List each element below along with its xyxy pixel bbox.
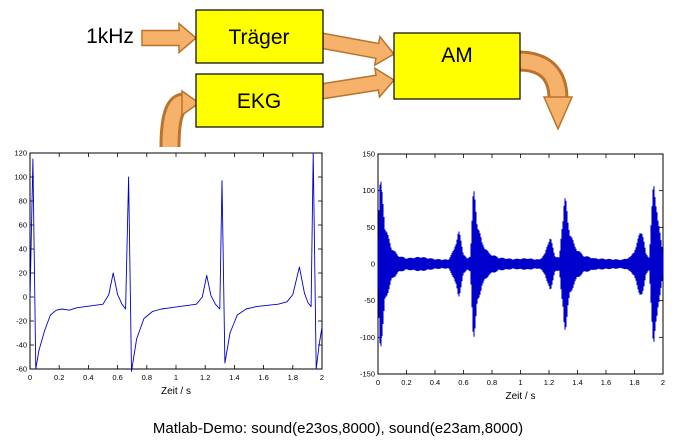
ekg-chart: 0 0.2 0.4 0.6 0.8 1 1.2 1.4 1.6 1.8 2 -60 -40 -20 0 20 4… bbox=[14, 149, 324, 398]
plot-area bbox=[29, 152, 323, 370]
x-tick-label: 1 bbox=[174, 373, 178, 382]
x-tick-label: 0 bbox=[376, 378, 380, 387]
input-frequency-label: 1kHz bbox=[86, 25, 134, 48]
x-tick-label: 0.8 bbox=[142, 373, 152, 382]
x-tick-label: 1.8 bbox=[288, 373, 298, 382]
block-ekg bbox=[195, 73, 324, 128]
block-ekg-label: EKG bbox=[237, 90, 281, 113]
y-tick-label: -150 bbox=[360, 370, 375, 379]
x-tick-label: 0 bbox=[28, 373, 32, 382]
y-tick-label: 50 bbox=[367, 223, 375, 232]
x-tick-label: 0.2 bbox=[401, 378, 411, 387]
y-tick-label: -50 bbox=[364, 296, 375, 305]
y-tick-label: -60 bbox=[16, 365, 27, 374]
x-tick-label: 2 bbox=[320, 373, 324, 382]
x-tick-label: 1.2 bbox=[200, 373, 210, 382]
straight-arrows bbox=[141, 21, 396, 101]
arrow-traeger-to-am bbox=[315, 31, 396, 67]
y-tick-label: 150 bbox=[362, 150, 375, 159]
signal-trace bbox=[29, 152, 323, 372]
diagram-blocks: Träger EKG AM 1kHz bbox=[86, 9, 521, 128]
y-tick-label: -40 bbox=[16, 341, 27, 350]
y-tick-label: 60 bbox=[19, 221, 27, 230]
x-axis-label: Zeit / s bbox=[161, 386, 191, 397]
y-tick-label: -100 bbox=[360, 333, 375, 342]
x-tick-label: 0.6 bbox=[458, 378, 468, 387]
y-tick-label: 20 bbox=[19, 269, 27, 278]
block-diagram: Träger EKG AM 1kHz bbox=[86, 9, 574, 148]
curved-arrow-into-ekg-head bbox=[181, 89, 201, 117]
block-am bbox=[393, 32, 521, 100]
x-axis-label: Zeit / s bbox=[505, 391, 535, 402]
x-tick-label: 0.4 bbox=[430, 378, 440, 387]
curved-arrow-out-of-am-shaft bbox=[517, 53, 566, 100]
y-tick-label: -20 bbox=[16, 317, 27, 326]
x-tick-label: 0.8 bbox=[487, 378, 497, 387]
x-tick-label: 1.6 bbox=[258, 373, 268, 382]
x-tick-label: 2 bbox=[661, 378, 665, 387]
curved-arrow-out-of-am-head bbox=[542, 96, 574, 131]
curved-arrow-out-of-am bbox=[517, 50, 574, 131]
caption: Matlab-Demo: sound(e23os,8000), sound(e2… bbox=[152, 420, 524, 437]
arrow-1khz-to-traeger bbox=[141, 21, 198, 55]
y-tick-label: 0 bbox=[371, 260, 375, 269]
x-tick-label: 1.4 bbox=[572, 378, 582, 387]
y-tick-label: 80 bbox=[19, 197, 27, 206]
x-tick-label: 1.6 bbox=[601, 378, 611, 387]
y-tick-label: 40 bbox=[19, 245, 27, 254]
x-tick-label: 0.2 bbox=[54, 373, 64, 382]
am-chart: 0 0.2 0.4 0.6 0.8 1 1.2 1.4 1.6 1.8 2 -150 -100 -50 0 5… bbox=[360, 150, 665, 403]
y-tick-label: 100 bbox=[362, 186, 375, 195]
x-tick-label: 1.8 bbox=[629, 378, 639, 387]
x-tick-label: 1 bbox=[518, 378, 522, 387]
x-tick-label: 1.2 bbox=[544, 378, 554, 387]
block-traeger bbox=[195, 9, 324, 64]
y-tick-label: 120 bbox=[14, 149, 27, 158]
modulated-signal-trace bbox=[377, 181, 664, 347]
x-tick-label: 0.6 bbox=[112, 373, 122, 382]
arrow-ekg-to-am bbox=[315, 66, 396, 101]
block-am-label: AM bbox=[441, 44, 473, 67]
x-tick-label: 1.4 bbox=[229, 373, 239, 382]
block-traeger-label: Träger bbox=[228, 26, 289, 49]
y-tick-label: 100 bbox=[14, 173, 27, 182]
y-tick-label: 0 bbox=[23, 293, 27, 302]
curved-arrow-into-ekg bbox=[159, 89, 201, 148]
x-tick-label: 0.4 bbox=[83, 373, 93, 382]
